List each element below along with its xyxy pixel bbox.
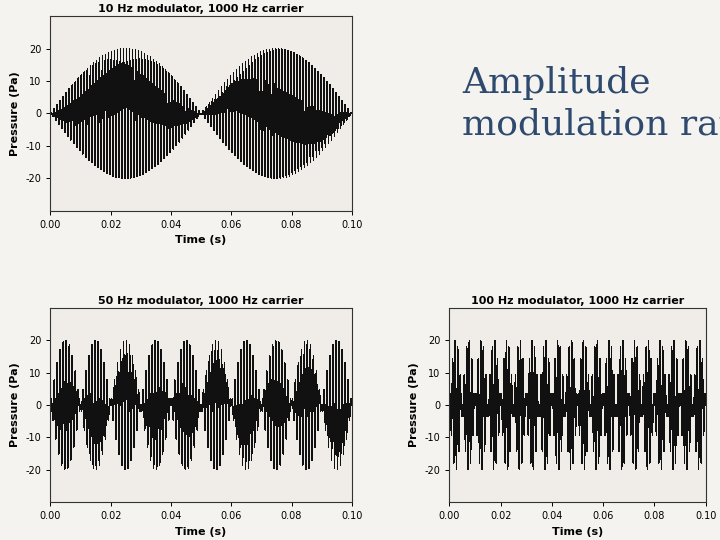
- X-axis label: Time (s): Time (s): [176, 527, 227, 537]
- Title: 50 Hz modulator, 1000 Hz carrier: 50 Hz modulator, 1000 Hz carrier: [99, 295, 304, 306]
- Text: Amplitude
modulation rate: Amplitude modulation rate: [462, 66, 720, 141]
- Title: 100 Hz modulator, 1000 Hz carrier: 100 Hz modulator, 1000 Hz carrier: [471, 295, 684, 306]
- Y-axis label: Pressure (Pa): Pressure (Pa): [10, 71, 20, 156]
- X-axis label: Time (s): Time (s): [176, 235, 227, 245]
- Y-axis label: Pressure (Pa): Pressure (Pa): [10, 363, 20, 447]
- Y-axis label: Pressure (Pa): Pressure (Pa): [409, 363, 419, 447]
- Title: 10 Hz modulator, 1000 Hz carrier: 10 Hz modulator, 1000 Hz carrier: [99, 4, 304, 14]
- X-axis label: Time (s): Time (s): [552, 527, 603, 537]
